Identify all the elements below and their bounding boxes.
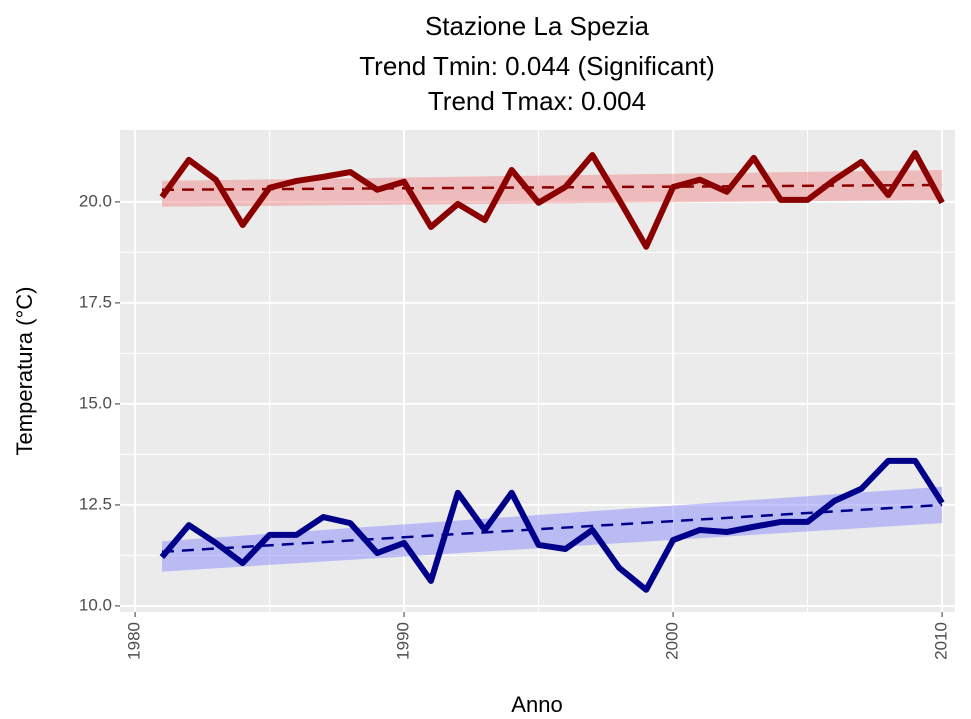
y-tick-label: 20.0 [79,191,112,210]
y-tick-label: 17.5 [79,292,112,311]
x-axis-title: Anno [511,692,562,717]
series-line [159,457,945,593]
y-tick-label: 15.0 [79,393,112,412]
trend-line [161,503,943,554]
chart-subtitle: Trend Tmax: 0.004 [428,86,646,116]
chart-title: Stazione La Spezia [425,11,650,41]
chart-subtitle: Trend Tmin: 0.044 (Significant) [359,51,715,81]
x-tick-label: 2000 [663,622,682,660]
trend-line [161,183,943,192]
plot-panel [120,130,955,612]
series-line [159,150,945,250]
x-tick-label: 1990 [394,622,413,660]
y-tick-label: 10.0 [79,595,112,614]
x-tick-label: 1980 [125,622,144,660]
y-tick-label: 12.5 [79,494,112,513]
y-axis-title: Temperatura (°C) [12,287,37,456]
x-tick-label: 2010 [932,622,951,660]
